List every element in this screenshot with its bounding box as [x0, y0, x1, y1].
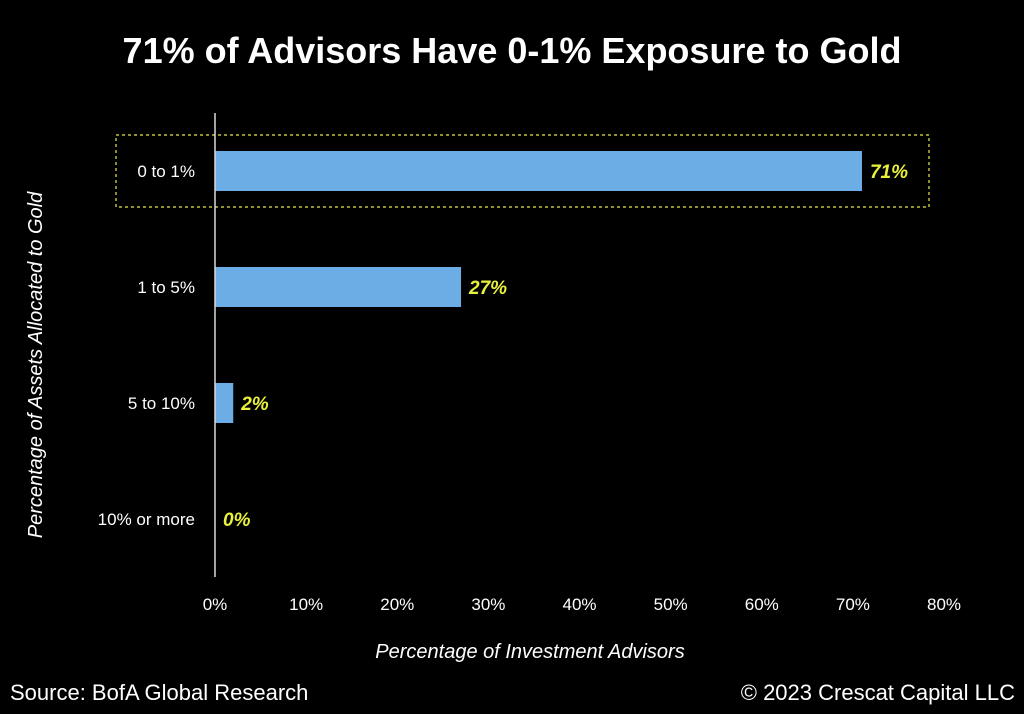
- x-tick-label: 10%: [289, 595, 323, 614]
- category-label: 0 to 1%: [137, 162, 195, 181]
- x-tick-label: 30%: [471, 595, 505, 614]
- bar: [215, 267, 462, 307]
- x-tick-label: 60%: [745, 595, 779, 614]
- value-label: 2%: [240, 394, 269, 415]
- x-tick-label: 0%: [203, 595, 228, 614]
- category-label: 5 to 10%: [128, 394, 195, 413]
- y-axis-title: Percentage of Assets Allocated to Gold: [25, 191, 47, 538]
- x-tick-labels: 0% 10% 20% 30% 40% 50% 60% 70% 80%: [203, 595, 961, 614]
- value-label: 71%: [870, 162, 908, 183]
- x-tick-label: 70%: [836, 595, 870, 614]
- value-label: 0%: [223, 510, 251, 531]
- source-text: Source: BofA Global Research: [10, 680, 308, 705]
- category-label: 1 to 5%: [137, 278, 195, 297]
- copyright-text: © 2023 Crescat Capital LLC: [741, 680, 1015, 705]
- bar: [215, 151, 862, 191]
- bar: [215, 383, 234, 423]
- x-tick-label: 40%: [562, 595, 596, 614]
- x-axis-title: Percentage of Investment Advisors: [375, 641, 684, 663]
- x-tick-label: 50%: [654, 595, 688, 614]
- chart-title: 71% of Advisors Have 0-1% Exposure to Go…: [123, 30, 902, 71]
- x-tick-label: 20%: [380, 595, 414, 614]
- highlight-box: [115, 134, 930, 208]
- category-label: 10% or more: [98, 510, 195, 529]
- bars-layer: 0 to 1% 71% 1 to 5% 27% 5 to 10% 2% 10% or mor…: [98, 151, 908, 531]
- x-tick-label: 80%: [927, 595, 961, 614]
- value-label: 27%: [468, 278, 507, 299]
